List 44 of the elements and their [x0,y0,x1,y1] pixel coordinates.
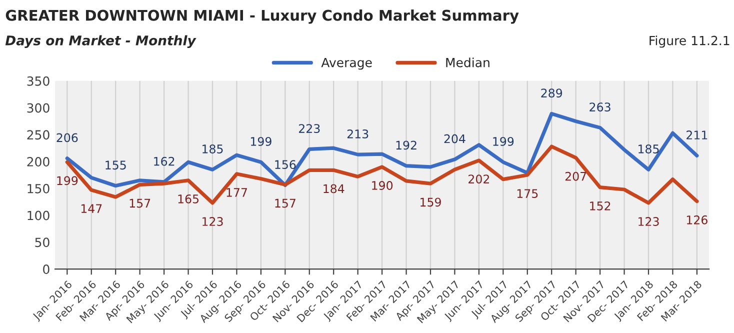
data-label: 155 [106,160,126,170]
data-label: 199 [250,136,272,146]
y-tick-label: 200 [27,157,50,166]
data-label: 162 [154,156,174,166]
chart-title: GREATER DOWNTOWN MIAMI - Luxury Condo Market Summary [6,10,519,24]
y-tick-label: 100 [28,210,50,220]
data-label: 213 [347,129,368,138]
data-label: 185 [202,144,223,154]
data-label: 190 [372,181,393,190]
y-tick-label: 0 [43,264,50,274]
y-tick-label: 150 [28,184,50,194]
data-label: 175 [517,189,538,198]
legend-label: Median [446,58,490,68]
y-tick-label: 50 [35,238,50,248]
data-label: 165 [178,194,199,204]
data-label: 152 [590,201,610,210]
y-tick-label: 250 [27,130,50,140]
data-label: 147 [81,204,102,213]
data-label: 202 [468,174,490,184]
data-label: 199 [57,176,78,186]
data-label: 123 [638,217,659,226]
data-label: 223 [298,124,320,134]
data-label: 199 [493,136,514,146]
chart-subtitle: Days on Market - Monthly [5,35,196,48]
data-label: 156 [275,160,296,170]
data-label: 206 [56,133,78,142]
data-label: 204 [444,134,466,144]
data-label: 157 [130,198,150,208]
data-label: 184 [324,184,344,194]
caption: Figure 11.2.1 [650,36,730,48]
data-label: 157 [275,198,296,208]
data-label: 185 [638,144,659,154]
data-label: 126 [686,215,708,224]
data-label: 192 [396,140,416,150]
data-label: 263 [590,102,610,112]
data-label: 123 [202,217,223,226]
legend-label: Average [321,58,372,70]
data-label: 211 [686,130,708,140]
data-label: 159 [420,198,441,207]
y-tick-label: 300 [27,103,50,113]
y-tick-label: 350 [27,76,50,86]
data-label: 207 [565,172,586,181]
data-label: 177 [226,188,247,197]
data-label: 289 [541,88,562,98]
